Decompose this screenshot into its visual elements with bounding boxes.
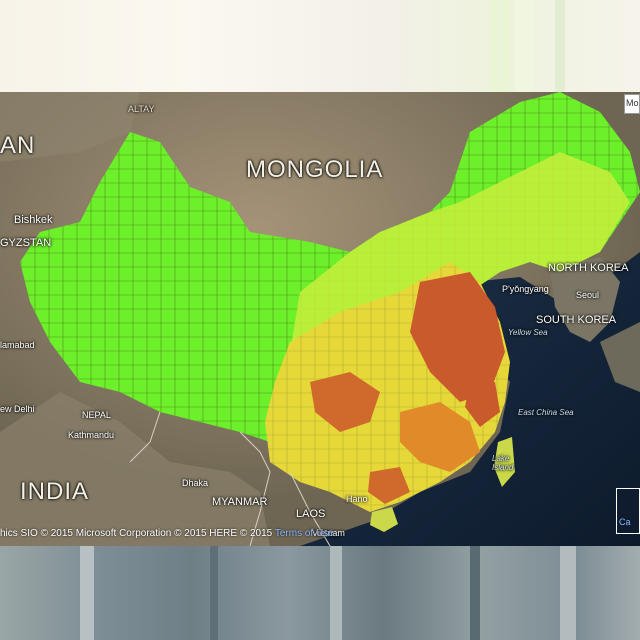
city-label-dhaka: Dhaka: [182, 478, 209, 488]
country-label-south-korea: SOUTH KOREA: [536, 314, 617, 326]
country-label-north-korea: NORTH KOREA: [548, 262, 629, 274]
country-label-mongolia: MONGOLIA: [246, 156, 384, 183]
korean-peninsula: [550, 257, 620, 342]
top-image-strip: [0, 0, 640, 92]
city-label-bishkek: Bishkek: [14, 214, 53, 226]
country-label-vietnam: Vietnam: [312, 528, 345, 538]
map-corner-button[interactable]: Ca: [616, 488, 640, 534]
country-label-kyrgyzstan: GYZSTAN: [0, 237, 52, 249]
water-label-yellow-sea: Yellow Sea: [508, 328, 548, 337]
region-boundaries: [20, 92, 640, 442]
city-label-hanoi: Hano: [346, 494, 368, 504]
map-canvas[interactable]: [0, 92, 640, 546]
hainan: [370, 507, 398, 532]
map-mode-button[interactable]: Mo: [624, 94, 640, 114]
country-borders: [129, 411, 331, 546]
taiwan: [494, 437, 515, 487]
country-label-nepal: NEPAL: [82, 410, 111, 420]
region-high-density-shanghai[interactable]: [465, 382, 500, 427]
terrain-south-asia: [0, 392, 270, 546]
sea-area: [300, 252, 640, 546]
city-label-seoul: Seoul: [576, 290, 600, 300]
region-high-density-north-china-plain[interactable]: [410, 272, 505, 402]
region-high-density-guangdong[interactable]: [368, 467, 410, 504]
country-label-kazakhstan: AN: [0, 132, 36, 159]
city-label-new-delhi: ew Delhi: [0, 404, 35, 414]
choropleth-map[interactable]: AN MONGOLIA INDIA ALTAY Bishkek GYZSTAN …: [0, 92, 640, 546]
bottom-image-strip: [0, 546, 640, 640]
copyright-text: hics SIO © 2015 Microsoft Corporation © …: [0, 528, 273, 539]
country-label-myanmar: MYANMAR: [212, 496, 268, 508]
water-label-east-china-sea: East China Sea: [518, 408, 574, 417]
terms-of-use-link[interactable]: Terms of Use: [274, 528, 334, 539]
city-label-kathmandu: Kathmandu: [68, 430, 115, 440]
water-label-island: Lake Island: [492, 454, 514, 472]
region-high-density-sichuan[interactable]: [310, 372, 380, 432]
terrain-north: [0, 92, 140, 162]
city-label-pyongyang: P'yŏngyang: [502, 284, 549, 294]
region-label-altay: ALTAY: [128, 104, 155, 114]
city-label-islamabad: lamabad: [0, 340, 35, 350]
japan-partial: [600, 322, 640, 392]
country-label-laos: LAOS: [296, 508, 326, 520]
country-label-india: INDIA: [20, 478, 90, 505]
map-copyright: hics SIO © 2015 Microsoft Corporation © …: [0, 528, 334, 539]
region-mid-high-density-south[interactable]: [400, 402, 480, 472]
